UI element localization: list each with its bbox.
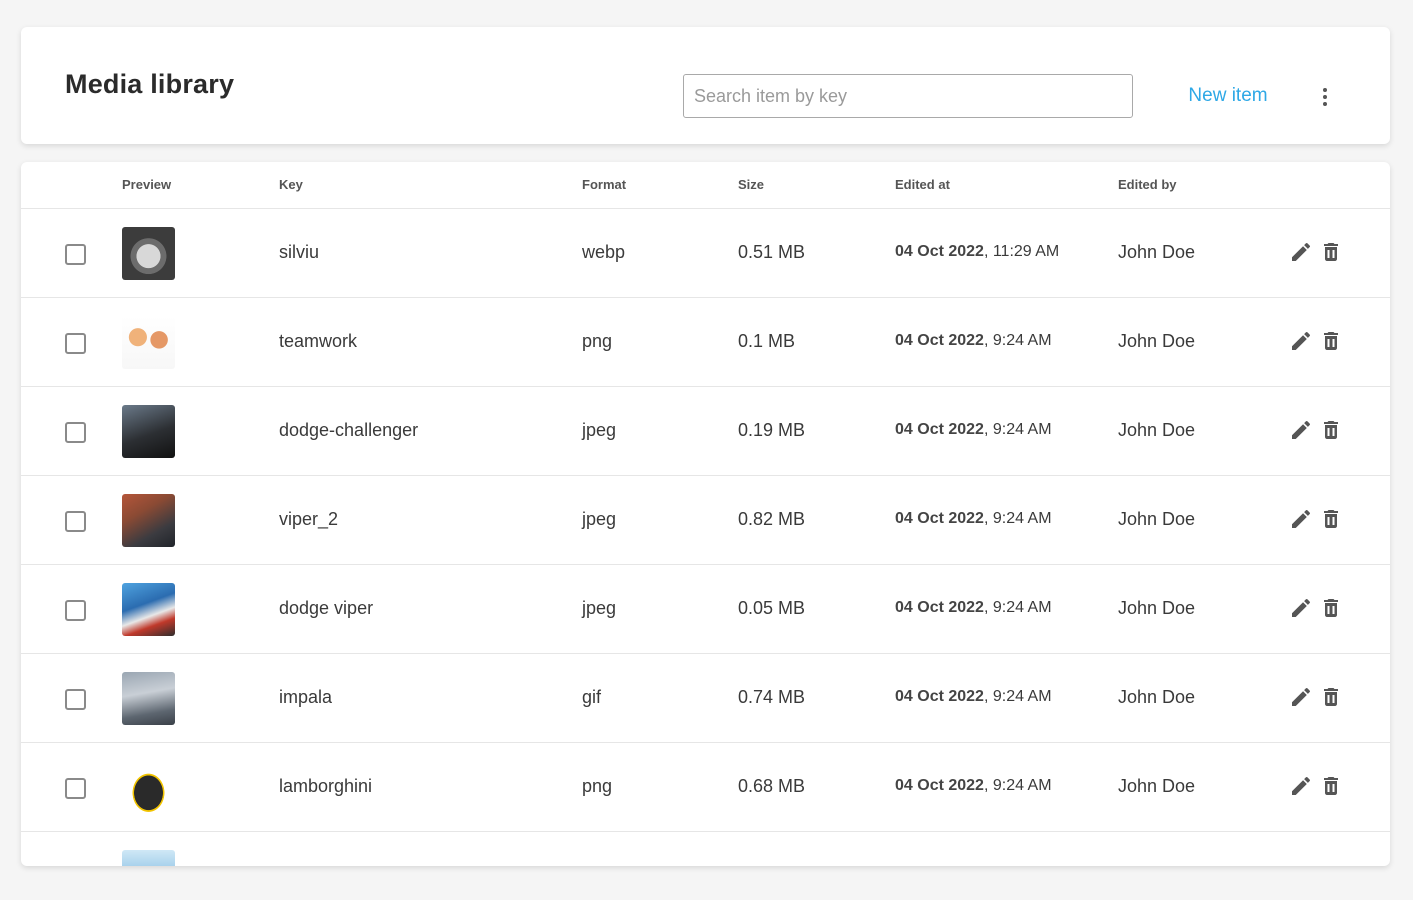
trash-icon[interactable]: [1319, 685, 1343, 709]
row-size: 0.19 MB: [738, 420, 806, 440]
row-edited-by: John Doe: [1118, 776, 1196, 796]
row-size: 0.05 MB: [738, 598, 806, 618]
table-row: dodge-challenger jpeg 0.19 MB 04 Oct 202…: [21, 387, 1390, 476]
column-header-edited-by[interactable]: Edited by: [1118, 177, 1177, 192]
row-edited-time: , 9:24 AM: [983, 688, 1052, 705]
row-key: dodge-challenger: [279, 420, 419, 440]
row-edited-date: 04 Oct 2022: [895, 777, 984, 794]
row-edited-at: 04 Oct 2022, 9:24 AM: [895, 332, 1052, 350]
table-row: viper_2 jpeg 0.82 MB 04 Oct 2022, 9:24 A…: [21, 476, 1390, 565]
trash-icon[interactable]: [1319, 329, 1343, 353]
row-checkbox[interactable]: [65, 600, 86, 621]
row-edited-at: 04 Oct 2022, 9:24 AM: [895, 599, 1052, 617]
trash-icon[interactable]: [1319, 507, 1343, 531]
row-edited-time: , 9:24 AM: [983, 777, 1052, 794]
trash-icon[interactable]: [1319, 774, 1343, 798]
table-header: Preview Key Format Size Edited at Edited…: [21, 162, 1390, 209]
row-key: silviu: [279, 242, 320, 262]
row-preview-thumbnail[interactable]: [122, 405, 175, 458]
column-header-edited-at[interactable]: Edited at: [895, 177, 950, 192]
pencil-icon[interactable]: [1289, 596, 1313, 620]
row-format: jpeg: [582, 598, 617, 618]
row-key: lamborghini: [279, 776, 373, 796]
row-edited-date: 04 Oct 2022: [895, 510, 984, 527]
search-input[interactable]: [683, 74, 1133, 118]
table-row: lamborghini png 0.68 MB 04 Oct 2022, 9:2…: [21, 743, 1390, 832]
row-preview-thumbnail[interactable]: [122, 494, 175, 547]
row-edited-by: John Doe: [1118, 509, 1196, 529]
row-format: gif: [582, 687, 602, 707]
row-edited-at: 04 Oct 2022, 9:24 AM: [895, 688, 1052, 706]
row-edited-by: John Doe: [1118, 242, 1196, 262]
table-row: dodge viper jpeg 0.05 MB 04 Oct 2022, 9:…: [21, 565, 1390, 654]
row-edited-date: 04 Oct 2022: [895, 243, 984, 260]
row-edited-at: 04 Oct 2022, 11:29 AM: [895, 243, 1059, 261]
row-key: impala: [279, 687, 333, 707]
row-checkbox[interactable]: [65, 778, 86, 799]
row-edited-time: , 9:24 AM: [983, 599, 1052, 616]
trash-icon[interactable]: [1319, 596, 1343, 620]
row-size: 0.82 MB: [738, 509, 806, 529]
trash-icon[interactable]: [1319, 418, 1343, 442]
row-checkbox[interactable]: [65, 689, 86, 710]
pencil-icon[interactable]: [1289, 418, 1313, 442]
media-table: Preview Key Format Size Edited at Edited…: [21, 162, 1390, 866]
row-edited-at: 04 Oct 2022, 9:24 AM: [895, 777, 1052, 795]
row-edited-date: 04 Oct 2022: [895, 332, 984, 349]
pencil-icon[interactable]: [1289, 329, 1313, 353]
page-title: Media library: [65, 69, 235, 99]
row-edited-time: , 11:29 AM: [983, 243, 1060, 260]
column-header-format[interactable]: Format: [582, 177, 627, 192]
column-header-size[interactable]: Size: [738, 177, 765, 192]
row-checkbox[interactable]: [65, 333, 86, 354]
table-row: teamwork png 0.1 MB 04 Oct 2022, 9:24 AM…: [21, 298, 1390, 387]
row-edited-time: , 9:24 AM: [983, 510, 1052, 527]
row-checkbox[interactable]: [65, 511, 86, 532]
row-key: teamwork: [279, 331, 358, 351]
row-preview-thumbnail[interactable]: [122, 583, 175, 636]
trash-icon[interactable]: [1319, 240, 1343, 264]
row-key: dodge viper: [279, 598, 374, 618]
more-options-button[interactable]: [1311, 83, 1339, 111]
row-edited-time: , 9:24 AM: [983, 421, 1052, 438]
row-preview-thumbnail[interactable]: [122, 227, 175, 280]
row-format: png: [582, 331, 613, 351]
pencil-icon[interactable]: [1289, 507, 1313, 531]
row-edited-by: John Doe: [1118, 598, 1196, 618]
row-edited-at: 04 Oct 2022, 9:24 AM: [895, 421, 1052, 439]
new-item-button[interactable]: New item: [1173, 81, 1283, 111]
more-vertical-icon: [1323, 88, 1327, 92]
row-preview-thumbnail[interactable]: [122, 316, 175, 369]
row-edited-at: 04 Oct 2022, 9:24 AM: [895, 510, 1052, 528]
pencil-icon[interactable]: [1289, 240, 1313, 264]
row-preview-thumbnail[interactable]: [122, 672, 175, 725]
row-size: 0.68 MB: [738, 776, 806, 796]
row-size: 0.51 MB: [738, 242, 806, 262]
pencil-icon[interactable]: [1289, 774, 1313, 798]
row-format: jpeg: [582, 509, 617, 529]
row-checkbox[interactable]: [65, 422, 86, 443]
row-preview-thumbnail[interactable]: [122, 761, 175, 814]
row-edited-date: 04 Oct 2022: [895, 421, 984, 438]
row-checkbox[interactable]: [65, 244, 86, 265]
row-size: 0.1 MB: [738, 331, 796, 351]
row-preview-thumbnail: [122, 850, 175, 866]
row-edited-by: John Doe: [1118, 687, 1196, 707]
table-row: impala gif 0.74 MB 04 Oct 2022, 9:24 AM …: [21, 654, 1390, 743]
row-edited-date: 04 Oct 2022: [895, 599, 984, 616]
row-edited-by: John Doe: [1118, 420, 1196, 440]
row-edited-by: John Doe: [1118, 331, 1196, 351]
row-key: viper_2: [279, 509, 339, 529]
row-edited-time: , 9:24 AM: [983, 332, 1052, 349]
table-row: silviu webp 0.51 MB 04 Oct 2022, 11:29 A…: [21, 209, 1390, 298]
column-header-preview: Preview: [122, 177, 172, 192]
pencil-icon[interactable]: [1289, 685, 1313, 709]
header-card: Media library New item: [21, 27, 1390, 144]
row-format: png: [582, 776, 613, 796]
row-edited-date: 04 Oct 2022: [895, 688, 984, 705]
row-size: 0.74 MB: [738, 687, 806, 707]
row-format: jpeg: [582, 420, 617, 440]
row-format: webp: [582, 242, 626, 262]
column-header-key[interactable]: Key: [279, 177, 303, 192]
